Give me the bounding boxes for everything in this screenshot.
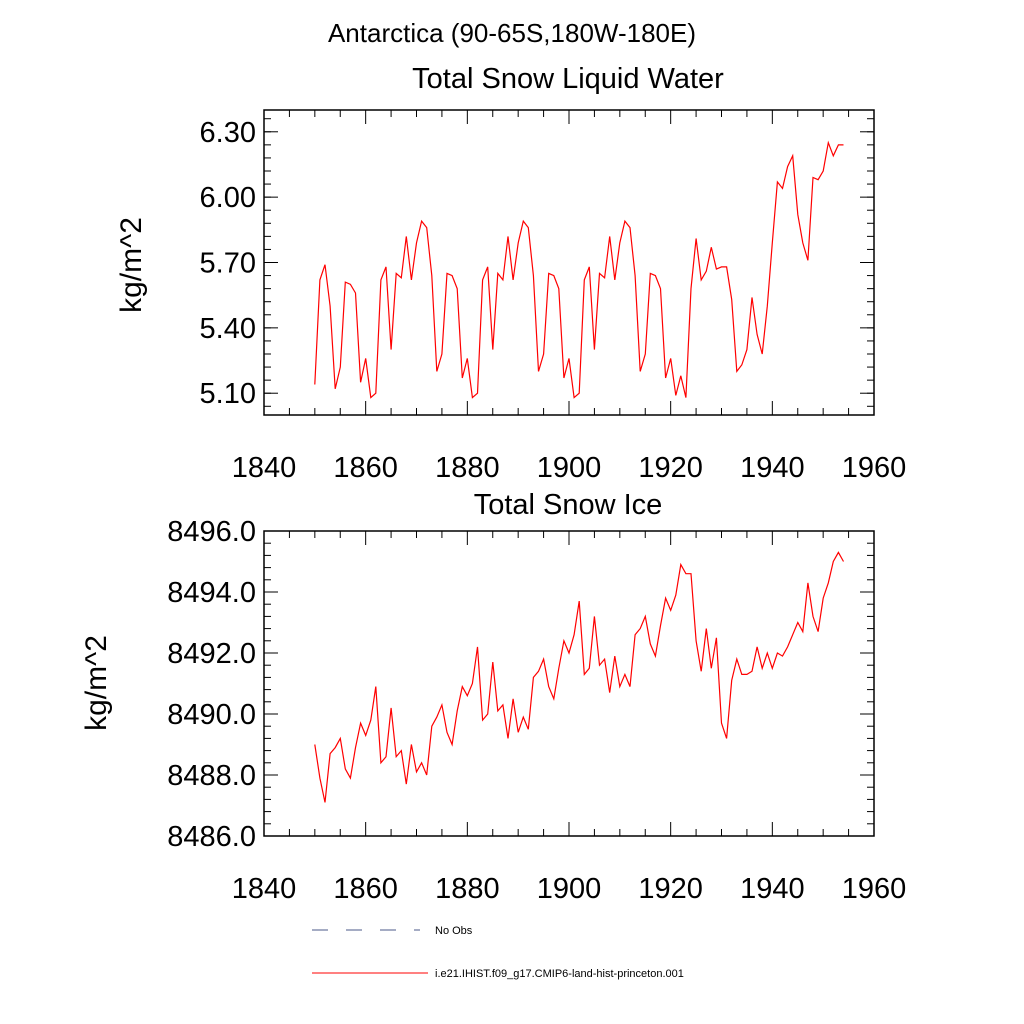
y-tick-labels: 5.10 5.40 5.70 6.00 6.30 (200, 117, 256, 410)
tick-marks (263, 110, 875, 415)
x-tick-label: 1960 (842, 452, 907, 484)
x-tick-labels: 1840 1860 1880 1900 1920 1940 1960 (232, 452, 907, 484)
plot-frame (263, 109, 875, 416)
x-tick-label: 1880 (435, 452, 500, 484)
legend: No Obs i.e21.IHIST.f09_g17.CMIP6-land-hi… (312, 925, 684, 980)
y-tick-label: 8494.0 (167, 577, 256, 609)
x-tick-label: 1880 (435, 873, 500, 905)
y-tick-labels: 8486.0 8488.0 8490.0 8492.0 8494.0 8496.0 (167, 516, 256, 853)
x-tick-label: 1900 (537, 873, 602, 905)
panel-snow-ice: Total Snow Ice kg/m^2 8486.0 8488.0 8490.0… (80, 489, 906, 905)
y-axis-label: kg/m^2 (80, 635, 113, 731)
tick-marks (263, 530, 875, 837)
y-tick-label: 8486.0 (167, 821, 256, 853)
x-tick-label: 1940 (740, 873, 805, 905)
series-line (314, 140, 844, 399)
chart-title: Total Snow Ice (474, 489, 663, 521)
chart-title: Total Snow Liquid Water (412, 63, 724, 95)
x-tick-labels: 1840 1860 1880 1900 1920 1940 1960 (232, 873, 907, 905)
y-tick-label: 8490.0 (167, 699, 256, 731)
series-line (314, 551, 845, 803)
y-axis-label: kg/m^2 (115, 217, 148, 313)
panel-snow-liquid-water: Total Snow Liquid Water kg/m^2 5.105.405… (115, 63, 906, 484)
x-tick-label: 1860 (333, 452, 398, 484)
y-tick-label: 8496.0 (167, 516, 256, 548)
x-tick-label: 1900 (537, 452, 602, 484)
x-tick-label: 1920 (638, 873, 703, 905)
x-tick-label: 1840 (232, 452, 297, 484)
y-tick-label: 6.30 (200, 117, 256, 149)
y-tick-label: 5.70 (200, 248, 256, 280)
x-tick-label: 1940 (740, 452, 805, 484)
y-tick-label: 8492.0 (167, 638, 256, 670)
plot-frame (263, 530, 875, 837)
y-tick-label: 5.40 (200, 313, 256, 345)
figure-title: Antarctica (90-65S,180W-180E) (328, 18, 696, 48)
y-tick-label: 8488.0 (167, 760, 256, 792)
x-tick-label: 1860 (333, 873, 398, 905)
x-tick-label: 1920 (638, 452, 703, 484)
x-tick-label: 1840 (232, 873, 297, 905)
legend-model-label: i.e21.IHIST.f09_g17.CMIP6-land-hist-prin… (435, 968, 684, 980)
legend-obs-label: No Obs (435, 925, 473, 937)
y-tick-label: 6.00 (200, 182, 256, 214)
x-tick-label: 1960 (842, 873, 907, 905)
y-tick-label: 5.10 (200, 378, 256, 410)
